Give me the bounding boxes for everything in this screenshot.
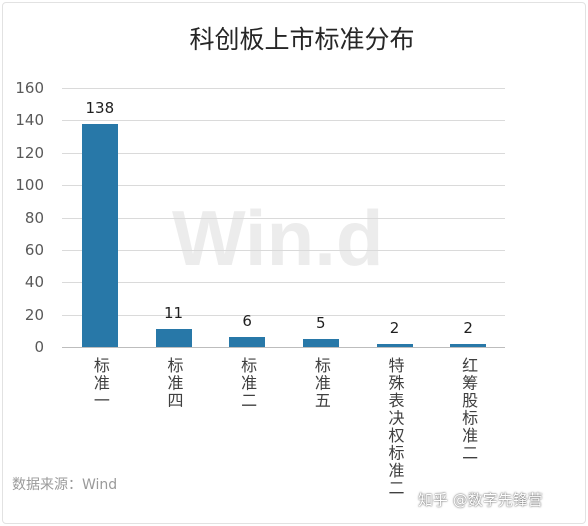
bar	[81, 123, 118, 347]
x-axis-line	[62, 347, 505, 348]
wind-watermark: Win.d	[172, 194, 384, 282]
bar	[302, 338, 339, 347]
gridline	[62, 185, 505, 186]
y-tick-label: 40	[24, 273, 44, 291]
category-label: 标准五	[311, 357, 331, 410]
y-tick-label: 160	[15, 79, 44, 97]
bar	[155, 329, 192, 347]
data-label: 6	[242, 312, 252, 331]
data-label: 138	[85, 98, 115, 117]
data-label: 5	[316, 313, 326, 332]
data-label: 11	[163, 304, 184, 323]
gridline	[62, 153, 505, 154]
bar	[450, 343, 487, 347]
gridline	[62, 218, 505, 219]
bar	[376, 343, 413, 347]
category-label: 标准二	[238, 357, 258, 410]
y-tick-label: 100	[15, 176, 44, 194]
category-label: 标准四	[164, 357, 184, 410]
category-label: 标准一	[90, 357, 110, 410]
y-tick-label: 20	[24, 306, 44, 324]
category-label: 红筹股标准二	[459, 357, 479, 462]
gridline	[62, 315, 505, 316]
zhihu-watermark: 知乎 @数字先锋营	[418, 491, 543, 509]
data-label: 2	[389, 318, 400, 337]
chart-title: 科创板上市标准分布	[189, 25, 415, 54]
gridline	[62, 120, 505, 121]
source-note: 数据来源：Wind	[12, 477, 118, 493]
gridline	[62, 282, 505, 283]
y-tick-label: 140	[15, 111, 44, 129]
category-label: 特殊表决权标准二	[385, 357, 405, 497]
y-tick-label: 120	[15, 144, 44, 162]
y-tick-label: 0	[34, 338, 44, 356]
gridline	[62, 88, 505, 89]
bar	[229, 337, 266, 347]
data-label: 2	[463, 318, 473, 337]
gridline	[62, 250, 505, 251]
y-tick-label: 80	[24, 209, 44, 227]
y-tick-label: 60	[24, 241, 44, 259]
